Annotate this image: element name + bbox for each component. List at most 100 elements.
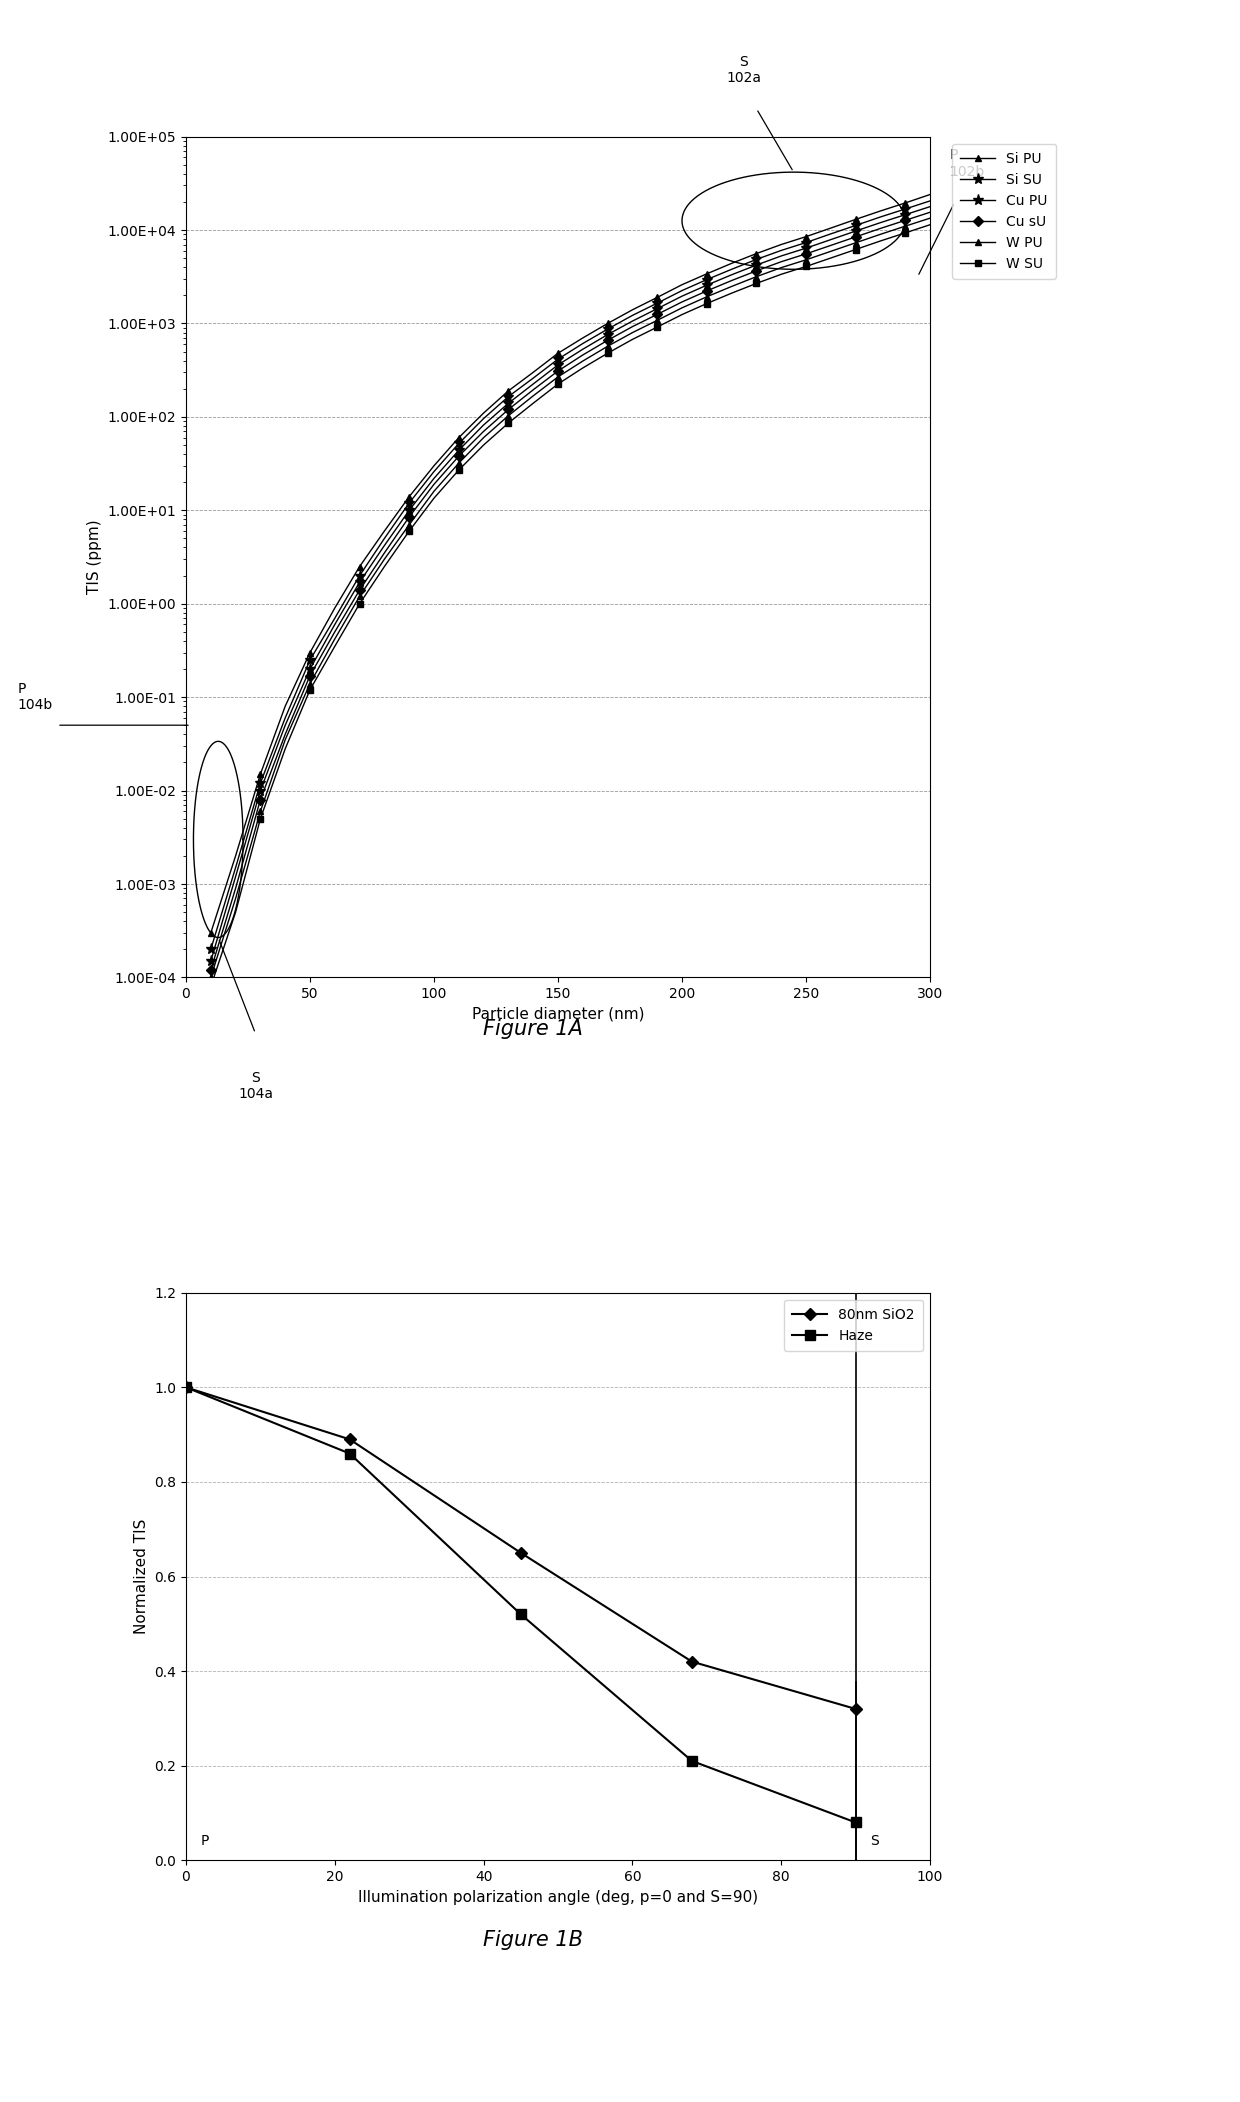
Si SU bbox=[848, 212, 863, 238]
W PU bbox=[203, 965, 218, 990]
W SU bbox=[823, 246, 838, 271]
Cu PU bbox=[551, 353, 565, 378]
Si PU bbox=[625, 296, 640, 322]
Cu PU bbox=[278, 713, 293, 738]
Cu sU bbox=[303, 662, 317, 687]
W PU bbox=[749, 265, 764, 290]
W SU bbox=[724, 280, 739, 305]
Cu PU bbox=[327, 612, 342, 637]
Cu PU bbox=[675, 284, 689, 309]
Legend: Si PU, Si SU, Cu PU, Cu sU, W PU, W SU: Si PU, Si SU, Cu PU, Cu sU, W PU, W SU bbox=[952, 143, 1055, 280]
Si PU bbox=[526, 359, 541, 385]
Si PU bbox=[724, 250, 739, 275]
Text: S: S bbox=[870, 1835, 879, 1848]
W SU bbox=[303, 677, 317, 702]
Si SU bbox=[650, 290, 665, 315]
Cu PU bbox=[600, 322, 615, 347]
Text: S
102a: S 102a bbox=[727, 55, 761, 86]
Si SU bbox=[749, 246, 764, 271]
Si SU bbox=[699, 267, 714, 292]
W PU bbox=[898, 214, 913, 240]
W PU bbox=[377, 547, 392, 572]
Si SU bbox=[203, 937, 218, 963]
W PU bbox=[501, 404, 516, 429]
W SU bbox=[526, 391, 541, 416]
Si SU bbox=[476, 406, 491, 431]
Si SU bbox=[377, 526, 392, 551]
Cu PU bbox=[303, 656, 317, 681]
Cu sU bbox=[451, 444, 466, 469]
W SU bbox=[873, 229, 888, 254]
Cu sU bbox=[253, 786, 268, 811]
W PU bbox=[327, 626, 342, 652]
Si PU bbox=[699, 261, 714, 286]
Si SU bbox=[253, 771, 268, 797]
Si PU bbox=[253, 761, 268, 786]
Si SU bbox=[823, 221, 838, 246]
W PU bbox=[600, 334, 615, 359]
80nm SiO2 bbox=[179, 1375, 193, 1400]
W SU bbox=[675, 303, 689, 328]
Si SU bbox=[625, 303, 640, 328]
Cu PU bbox=[526, 372, 541, 397]
Text: P: P bbox=[201, 1835, 210, 1848]
W SU bbox=[551, 372, 565, 397]
Text: P
104b: P 104b bbox=[17, 681, 52, 713]
Cu sU bbox=[526, 376, 541, 401]
W PU bbox=[675, 294, 689, 320]
Y-axis label: Normalized TIS: Normalized TIS bbox=[134, 1520, 149, 1633]
Cu sU bbox=[600, 328, 615, 353]
Si PU bbox=[898, 191, 913, 217]
Si SU bbox=[451, 431, 466, 456]
Cu sU bbox=[427, 471, 441, 496]
Cu sU bbox=[873, 217, 888, 242]
Si SU bbox=[575, 330, 590, 355]
W SU bbox=[451, 458, 466, 483]
Line: Si SU: Si SU bbox=[206, 195, 935, 954]
W SU bbox=[650, 315, 665, 341]
Line: W PU: W PU bbox=[207, 214, 934, 982]
Si SU bbox=[774, 238, 789, 263]
W PU bbox=[873, 221, 888, 246]
Cu PU bbox=[699, 273, 714, 298]
Si PU bbox=[551, 341, 565, 366]
Si SU bbox=[724, 256, 739, 282]
W SU bbox=[898, 221, 913, 246]
W SU bbox=[774, 261, 789, 286]
Si PU bbox=[799, 225, 813, 250]
Cu PU bbox=[749, 252, 764, 277]
Si SU bbox=[402, 490, 417, 515]
Cu PU bbox=[377, 534, 392, 559]
Si SU bbox=[427, 458, 441, 483]
Cu sU bbox=[476, 418, 491, 444]
W PU bbox=[402, 513, 417, 538]
Text: S
104a: S 104a bbox=[238, 1070, 273, 1101]
Si SU bbox=[873, 204, 888, 229]
X-axis label: Particle diameter (nm): Particle diameter (nm) bbox=[471, 1007, 645, 1022]
W PU bbox=[699, 284, 714, 309]
Cu sU bbox=[749, 259, 764, 284]
W SU bbox=[228, 900, 243, 925]
Cu PU bbox=[575, 336, 590, 362]
Cu PU bbox=[799, 235, 813, 261]
W SU bbox=[377, 555, 392, 580]
Cu sU bbox=[352, 578, 367, 603]
Text: Figure 1B: Figure 1B bbox=[484, 1930, 583, 1951]
Cu sU bbox=[848, 225, 863, 250]
W PU bbox=[451, 450, 466, 475]
Cu sU bbox=[898, 208, 913, 233]
Si SU bbox=[526, 366, 541, 391]
Cu PU bbox=[451, 437, 466, 462]
Cu PU bbox=[203, 948, 218, 973]
Si PU bbox=[501, 378, 516, 404]
W PU bbox=[303, 671, 317, 696]
Si SU bbox=[898, 195, 913, 221]
Si PU bbox=[203, 921, 218, 946]
Si PU bbox=[451, 425, 466, 450]
Cu PU bbox=[625, 309, 640, 334]
W SU bbox=[749, 271, 764, 296]
Haze bbox=[684, 1749, 699, 1774]
Si PU bbox=[377, 519, 392, 544]
Cu sU bbox=[575, 343, 590, 368]
Line: W SU: W SU bbox=[207, 221, 934, 990]
